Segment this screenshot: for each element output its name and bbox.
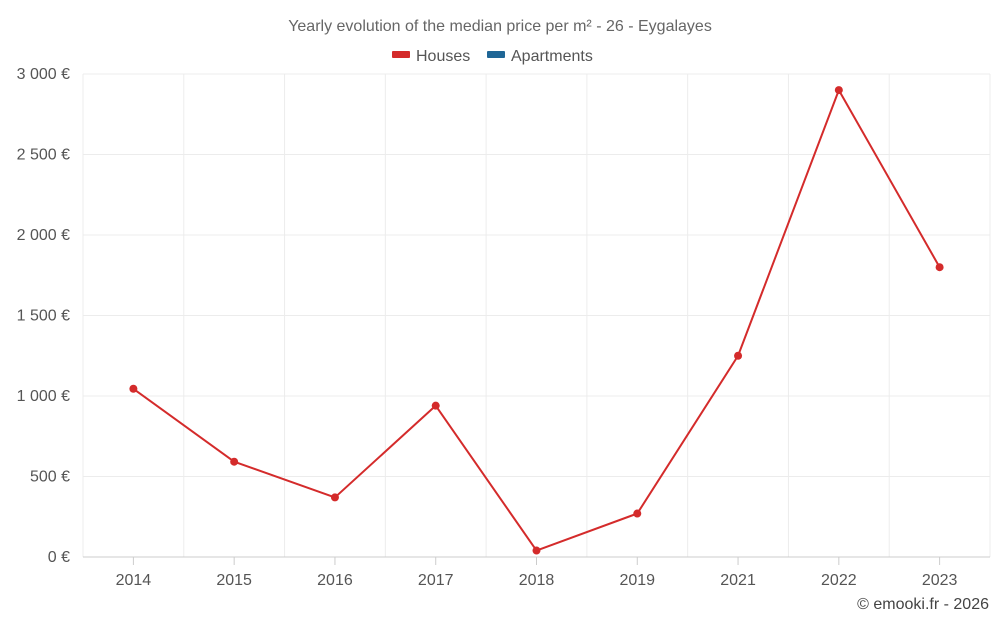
data-point-houses[interactable] <box>230 457 239 466</box>
y-tick-label: 1 500 € <box>17 308 70 325</box>
data-point-houses[interactable] <box>330 493 339 502</box>
x-tick-label: 2023 <box>922 572 958 589</box>
y-tick-label: 1 000 € <box>17 388 70 405</box>
x-tick-label: 2015 <box>216 572 252 589</box>
y-tick-label: 3 000 € <box>17 66 70 83</box>
y-tick-label: 2 000 € <box>17 227 70 244</box>
data-point-houses[interactable] <box>431 401 440 410</box>
axes <box>83 556 990 565</box>
y-tick-label: 2 500 € <box>17 147 70 164</box>
x-tick-label: 2016 <box>317 572 353 589</box>
x-tick-label: 2014 <box>116 572 152 589</box>
data-point-houses[interactable] <box>734 351 743 360</box>
x-tick-label: 2017 <box>418 572 454 589</box>
x-tick-label: 2021 <box>720 572 756 589</box>
data-point-houses[interactable] <box>633 509 642 518</box>
x-tick-label: 2018 <box>519 572 555 589</box>
y-tick-label: 500 € <box>30 469 70 486</box>
y-tick-label: 0 € <box>48 549 70 566</box>
data-point-houses[interactable] <box>834 86 843 95</box>
legend-item-houses[interactable]: Houses <box>392 48 470 65</box>
legend-item-apartments[interactable]: Apartments <box>487 48 593 65</box>
legend-swatch-houses <box>392 51 410 58</box>
series <box>129 86 944 555</box>
series-line-houses <box>132 89 941 552</box>
data-point-houses[interactable] <box>532 546 541 555</box>
legend-swatch-apartments <box>487 51 505 58</box>
data-point-houses[interactable] <box>935 263 944 272</box>
x-tick-label: 2019 <box>619 572 655 589</box>
legend-label-houses: Houses <box>416 48 470 65</box>
x-tick-label: 2022 <box>821 572 857 589</box>
legend: Houses Apartments <box>392 48 593 65</box>
chart-title: Yearly evolution of the median price per… <box>288 18 712 35</box>
data-point-houses[interactable] <box>129 384 138 393</box>
legend-label-apartments: Apartments <box>511 48 593 65</box>
credit-text: © emooki.fr - 2026 <box>857 596 989 613</box>
grid <box>82 73 991 557</box>
tick-labels: 0 € 500 € 1 000 € 1 500 € 2 000 € 2 500 € 3 00… <box>17 66 958 589</box>
